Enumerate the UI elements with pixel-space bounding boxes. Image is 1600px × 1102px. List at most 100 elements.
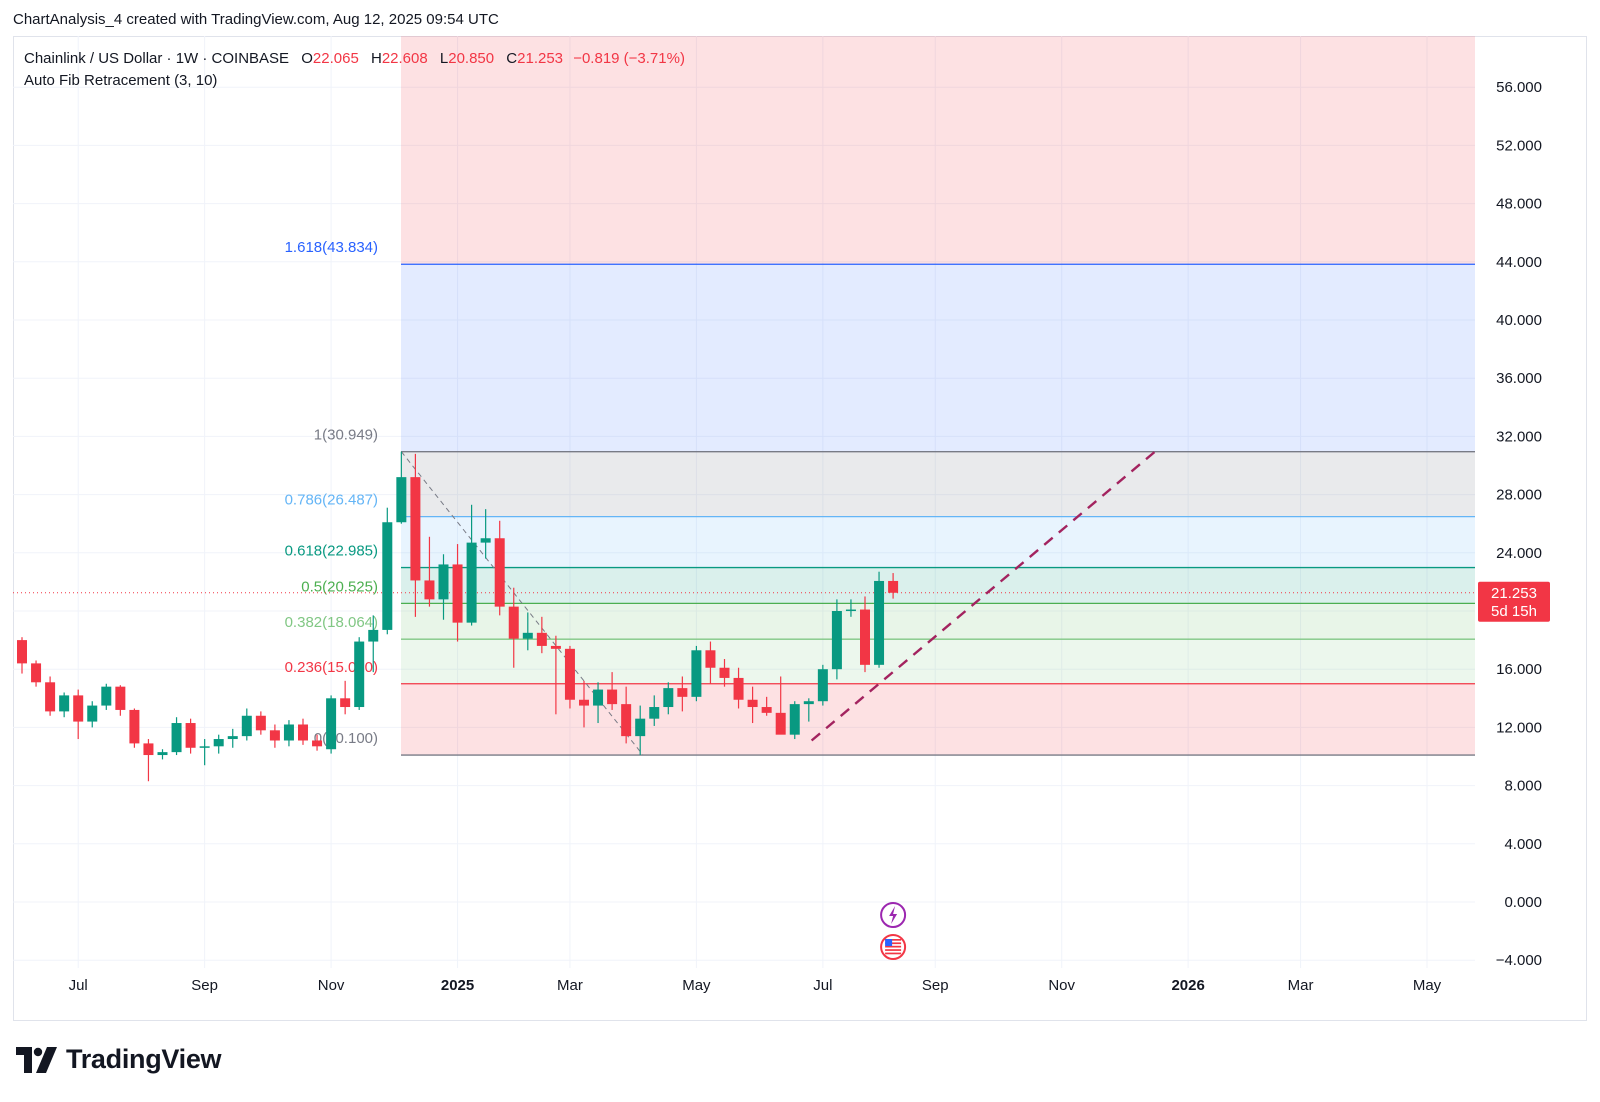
candle-body[interactable]: [255, 715, 266, 731]
candle-body[interactable]: [241, 715, 252, 737]
candle-body[interactable]: [719, 667, 730, 678]
fib-zone-0618-05: [401, 567, 1475, 604]
candle-body[interactable]: [649, 707, 660, 719]
candle-body[interactable]: [579, 699, 589, 706]
fib-level-label: 1(30.949): [314, 427, 378, 444]
candle-body[interactable]: [607, 689, 618, 705]
candle-body[interactable]: [269, 730, 280, 741]
candle-body[interactable]: [874, 580, 885, 665]
low-value: 20.850: [448, 50, 495, 67]
candle-body[interactable]: [888, 580, 899, 593]
symbol-name[interactable]: Chainlink / US Dollar · 1W · COINBASE: [24, 50, 290, 67]
candle-body[interactable]: [283, 724, 294, 741]
flag-stripe: [885, 942, 902, 945]
candle-body[interactable]: [396, 477, 407, 523]
candle-body[interactable]: [101, 686, 112, 706]
fib-zone-0382-0236: [401, 639, 1475, 684]
change-value: −0.819 (−3.71%): [573, 50, 685, 67]
price-axis-label: 28.000: [1496, 487, 1542, 504]
time-axis-label: Sep: [922, 977, 949, 994]
candle-body[interactable]: [227, 736, 238, 740]
candle-body[interactable]: [17, 640, 27, 664]
candle-body[interactable]: [845, 609, 856, 612]
candle-body[interactable]: [73, 695, 84, 722]
candle-body[interactable]: [298, 724, 308, 741]
candle-body[interactable]: [550, 645, 561, 649]
high-value: 22.608: [381, 50, 428, 67]
candle-body[interactable]: [775, 712, 786, 735]
fib-zone-top: [401, 36, 1475, 265]
candle-body[interactable]: [593, 689, 604, 706]
candle-body[interactable]: [733, 677, 744, 700]
candle-body[interactable]: [424, 580, 435, 600]
ohlc-row: Chainlink / US Dollar · 1W · COINBASE O 2…: [24, 48, 685, 70]
candle-body[interactable]: [522, 632, 533, 639]
price-axis-label: 32.000: [1496, 428, 1542, 445]
candle-body[interactable]: [354, 641, 365, 708]
open-label: O: [301, 50, 313, 67]
candle-body[interactable]: [789, 704, 800, 735]
fib-trend-reference-line[interactable]: [400, 451, 644, 756]
candle-body[interactable]: [171, 723, 182, 753]
candle-body[interactable]: [564, 648, 575, 700]
time-axis-label: May: [1413, 977, 1442, 994]
price-axis-label: 56.000: [1496, 79, 1542, 96]
candle-body[interactable]: [157, 752, 168, 756]
candle-body[interactable]: [199, 746, 210, 748]
close-value: 21.253: [517, 50, 564, 67]
tradingview-logo-icon: [16, 1046, 57, 1073]
candle-body[interactable]: [340, 698, 351, 708]
fib-level-label: 0.5(20.525): [301, 578, 378, 595]
candle-body[interactable]: [536, 632, 547, 646]
candle-body[interactable]: [59, 695, 70, 712]
candle-body[interactable]: [480, 538, 491, 543]
current-price-badge[interactable]: [1478, 581, 1550, 622]
candle-body[interactable]: [705, 650, 716, 668]
candle-body[interactable]: [410, 477, 421, 581]
candle-body[interactable]: [312, 740, 323, 747]
candle-body[interactable]: [213, 739, 224, 747]
candle-body[interactable]: [438, 564, 449, 600]
candle-body[interactable]: [803, 701, 814, 705]
candle-body[interactable]: [494, 538, 505, 607]
flag-stripe: [885, 945, 902, 948]
indicator-row[interactable]: Auto Fib Retracement (3, 10): [24, 70, 685, 92]
candle-body[interactable]: [860, 609, 870, 665]
candle-body[interactable]: [31, 663, 42, 683]
time-axis-label: Sep: [191, 977, 218, 994]
candle-body[interactable]: [368, 629, 379, 642]
candle-body[interactable]: [635, 718, 646, 737]
candle-body[interactable]: [143, 743, 154, 756]
price-axis-label: 24.000: [1496, 545, 1542, 562]
fib-level-label: 0(10.100): [314, 730, 378, 747]
candle-body[interactable]: [466, 542, 477, 623]
fib-zone-05-0382: [401, 603, 1475, 640]
candle-body[interactable]: [115, 686, 126, 710]
candle-body[interactable]: [452, 564, 463, 623]
fib-level-label: 0.786(26.487): [285, 492, 378, 509]
candle-body[interactable]: [621, 704, 632, 737]
price-axis-label: 52.000: [1496, 137, 1542, 154]
candle-body[interactable]: [817, 669, 828, 702]
candle-body[interactable]: [508, 606, 519, 639]
candle-body[interactable]: [382, 522, 393, 630]
candle-body[interactable]: [663, 688, 674, 708]
tradingview-logo-text: TradingView: [66, 1044, 222, 1074]
candle-body[interactable]: [677, 688, 688, 697]
candle-body[interactable]: [691, 650, 702, 697]
candle-body[interactable]: [761, 707, 772, 713]
candle-body[interactable]: [87, 705, 98, 722]
time-axis-label: Jul: [69, 977, 88, 994]
flag-stripe: [885, 949, 902, 951]
candle-body[interactable]: [831, 611, 842, 670]
high-label: H: [370, 50, 382, 67]
tradingview-logo[interactable]: TradingView: [16, 1044, 222, 1075]
candle-body[interactable]: [129, 709, 140, 744]
candle-body[interactable]: [747, 699, 758, 708]
chart-frame: [13, 36, 1587, 1021]
candle-body[interactable]: [326, 698, 337, 750]
candle-body[interactable]: [185, 723, 196, 748]
candle-body[interactable]: [45, 682, 56, 712]
time-axis-label: Nov: [1048, 977, 1075, 994]
